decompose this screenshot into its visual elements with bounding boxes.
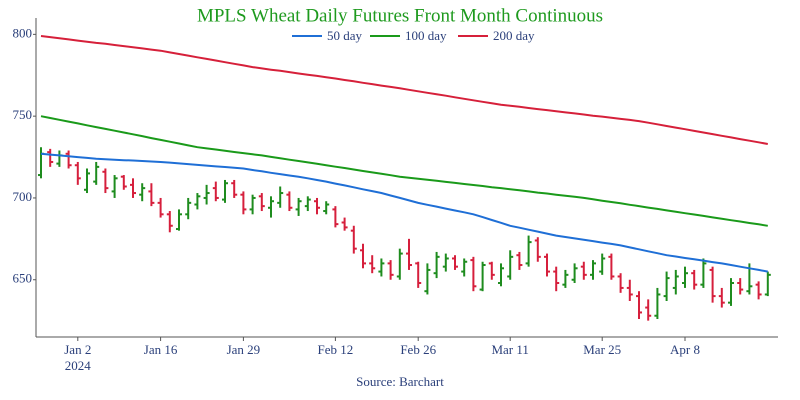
legend-label: 200 day [493,28,535,43]
x-tick-label: Jan 2 [64,342,91,357]
y-tick-label: 800 [13,25,33,40]
source: Source: Barchart [356,374,444,389]
x-tick-label: Feb 12 [318,342,354,357]
x-tick-label: Feb 26 [400,342,436,357]
legend-label: 100 day [405,28,447,43]
y-tick-label: 750 [13,107,33,122]
y-tick-label: 700 [13,189,33,204]
x-tick-label: Mar 11 [491,342,528,357]
x-sublabel: 2024 [65,358,92,373]
ma-line [40,115,768,227]
x-tick-label: Jan 16 [144,342,178,357]
x-tick-label: Mar 25 [583,342,621,357]
ma-line [40,35,768,145]
y-tick-label: 650 [13,271,33,286]
x-tick-label: Jan 29 [227,342,261,357]
legend-label: 50 day [327,28,363,43]
ma-line [40,152,768,273]
x-tick-label: Apr 8 [670,342,700,357]
chart-title: MPLS Wheat Daily Futures Front Month Con… [197,5,603,26]
